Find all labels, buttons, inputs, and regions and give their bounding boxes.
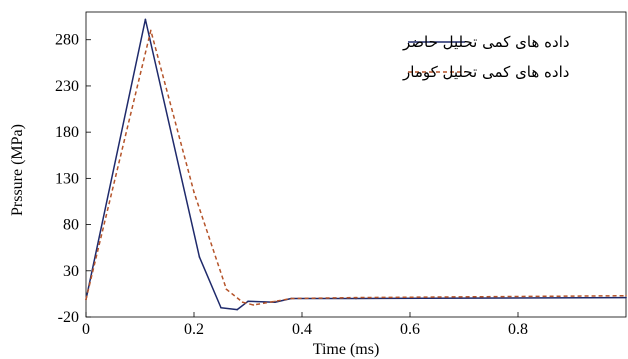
series-1-point: [150, 29, 152, 32]
series-1-point: [290, 297, 293, 300]
series-1-point: [193, 191, 195, 194]
series-0-point: [236, 308, 238, 311]
y-axis-title: Prssure (MPa): [9, 124, 26, 216]
series-1-point: [241, 301, 244, 304]
y-tick-label: 230: [55, 78, 79, 95]
series-1-point: [274, 300, 276, 303]
series-0-point: [625, 296, 627, 299]
legend-label-current: داده های کمی تحلیل حاضر: [402, 33, 570, 51]
x-axis-title: Time (ms): [313, 341, 380, 358]
series-1-point: [252, 304, 255, 306]
series-layer: [85, 18, 627, 311]
series-0-point: [198, 256, 201, 258]
series-0-point: [144, 18, 147, 21]
y-axis-ticks: -20 30 80 130 180 230 280: [55, 32, 91, 326]
y-tick-label: 280: [55, 32, 79, 49]
y-tick-label: 180: [55, 124, 79, 141]
series-line-0: [85, 18, 627, 311]
y-tick-label: -20: [58, 309, 79, 326]
y-tick-label: 80: [63, 217, 79, 234]
x-tick-label: 0.6: [400, 321, 420, 338]
legend-label-kumar: داده های کمی تحلیل کومار: [402, 63, 569, 81]
series-1-point: [225, 288, 228, 291]
legend: داده های کمی تحلیل حاضر داده های کمی تحل…: [402, 33, 570, 81]
series-1-point: [355, 296, 357, 299]
x-tick-label: 0: [82, 321, 90, 338]
plot-frame: [85, 11, 627, 318]
x-tick-label: 0.2: [184, 321, 204, 338]
series-1-point: [625, 294, 627, 297]
series-0-point: [247, 300, 249, 303]
y-tick-label: 30: [63, 263, 79, 280]
y-tick-label: 130: [55, 170, 79, 187]
series-line-1: [85, 29, 627, 306]
series-1-point: [85, 298, 87, 301]
x-tick-label: 0.4: [292, 321, 312, 338]
x-axis-ticks: 0 0.2 0.4 0.6 0.8: [82, 312, 528, 338]
x-tick-label: 0.8: [508, 321, 528, 338]
series-0-point: [220, 306, 222, 309]
